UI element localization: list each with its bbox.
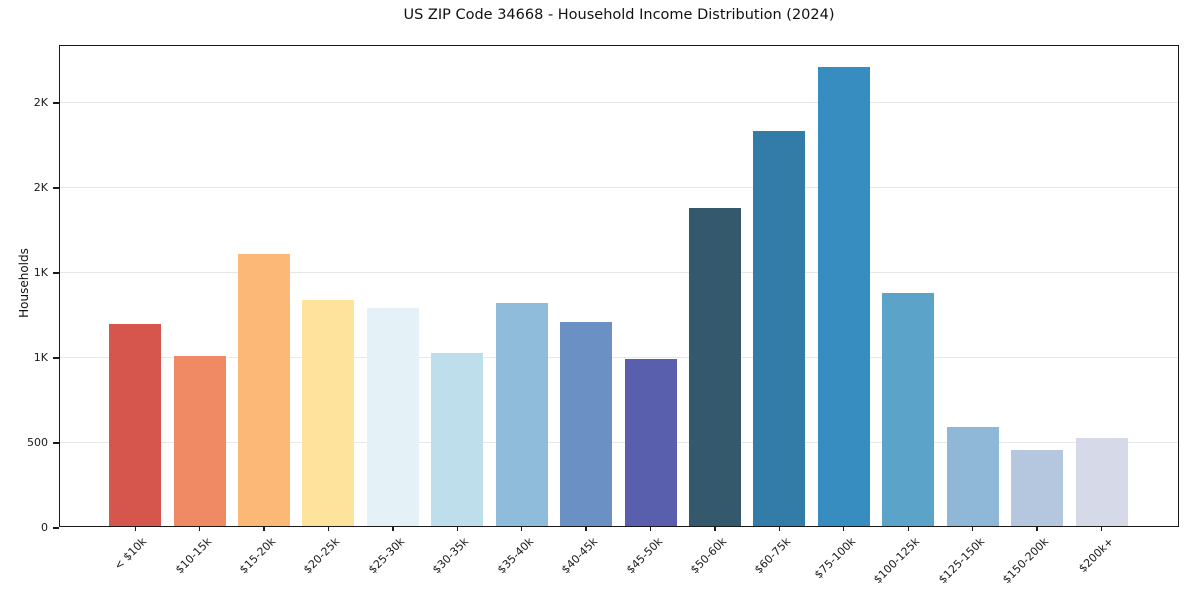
- bar-$20-25k: [302, 299, 355, 526]
- x-tick-label: $50-60k: [687, 535, 730, 577]
- bar-$30-35k: [431, 353, 484, 526]
- x-tick-mark: [1036, 525, 1038, 531]
- x-tick-label: $35-40k: [494, 535, 536, 577]
- y-tick-mark: [53, 187, 59, 189]
- gridline-y-1500: [60, 272, 1178, 274]
- y-tick-label: 2K: [33, 95, 48, 109]
- x-tick-mark: [972, 525, 974, 531]
- x-tick-mark: [392, 525, 394, 531]
- bar-$35-40k: [495, 303, 548, 526]
- gridline-y-1000: [60, 357, 1178, 359]
- bar-$100-125k: [882, 293, 935, 526]
- x-tick-label: $100-125k: [871, 535, 923, 587]
- x-tick-label: $75-100k: [811, 535, 859, 582]
- x-tick-label: $25-30k: [365, 535, 408, 577]
- gridline-y-2500: [60, 102, 1178, 104]
- x-tick-mark: [1100, 525, 1103, 531]
- x-tick-mark: [198, 525, 201, 531]
- x-tick-label: $150-200k: [1000, 535, 1052, 587]
- y-axis-label: Households: [17, 248, 31, 318]
- x-tick-label: $125-150k: [935, 535, 987, 587]
- x-tick-label: < $10k: [111, 535, 150, 573]
- x-tick-mark: [456, 525, 458, 531]
- x-tick-label: $20-25k: [301, 535, 343, 577]
- x-tick-mark: [843, 525, 845, 531]
- bar-$75-100k: [817, 66, 870, 526]
- gridline-y-2000: [60, 187, 1178, 189]
- bar-$60-75k: [753, 130, 806, 526]
- y-tick-mark: [53, 442, 59, 444]
- bar-$25-30k: [366, 307, 419, 526]
- y-tick-label: 500: [27, 435, 48, 449]
- bar-< $10k: [109, 323, 162, 526]
- bar-$15-20k: [238, 253, 291, 526]
- x-tick-label: $45-50k: [623, 535, 665, 577]
- x-tick-label: $40-45k: [559, 535, 601, 577]
- x-tick-label: $10-15k: [172, 535, 214, 577]
- bar-$50-60k: [688, 208, 741, 526]
- y-tick-label: 1K: [33, 350, 48, 364]
- y-tick-mark: [53, 272, 59, 274]
- bar-$125-150k: [946, 427, 999, 526]
- gridline-y-500: [60, 442, 1178, 444]
- y-tick-label: 2K: [33, 180, 48, 194]
- x-tick-mark: [327, 525, 330, 531]
- y-tick-mark: [53, 527, 59, 529]
- bar-$45-50k: [624, 358, 677, 526]
- bar-$150-200k: [1011, 449, 1064, 526]
- y-tick-mark: [53, 357, 59, 359]
- x-tick-mark: [585, 525, 587, 531]
- x-tick-mark: [521, 525, 523, 531]
- x-tick-label: $15-20k: [236, 535, 279, 577]
- y-tick-mark: [53, 102, 59, 104]
- bar-$40-45k: [560, 321, 613, 526]
- plot-area: 0 500 1K 1K 2K 2K < $10k $10-15k $15-20k $20-25k $…: [27, 45, 1179, 586]
- x-tick-mark: [134, 525, 136, 531]
- x-tick-mark: [714, 525, 716, 531]
- y-tick-label: 0: [41, 521, 48, 534]
- x-tick-label: $200k+: [1075, 535, 1116, 576]
- x-tick-mark: [778, 525, 781, 531]
- x-tick-mark: [263, 525, 265, 531]
- x-tick-label: $60-75k: [752, 535, 794, 577]
- bar-$200k+: [1075, 438, 1128, 526]
- x-tick-mark: [649, 525, 652, 531]
- bar-$10-15k: [173, 355, 226, 526]
- x-tick-mark: [907, 525, 909, 531]
- x-tick-label: $30-35k: [430, 535, 472, 577]
- y-tick-label: 1K: [33, 265, 48, 279]
- chart-title: US ZIP Code 34668 - Household Income Dis…: [403, 7, 835, 23]
